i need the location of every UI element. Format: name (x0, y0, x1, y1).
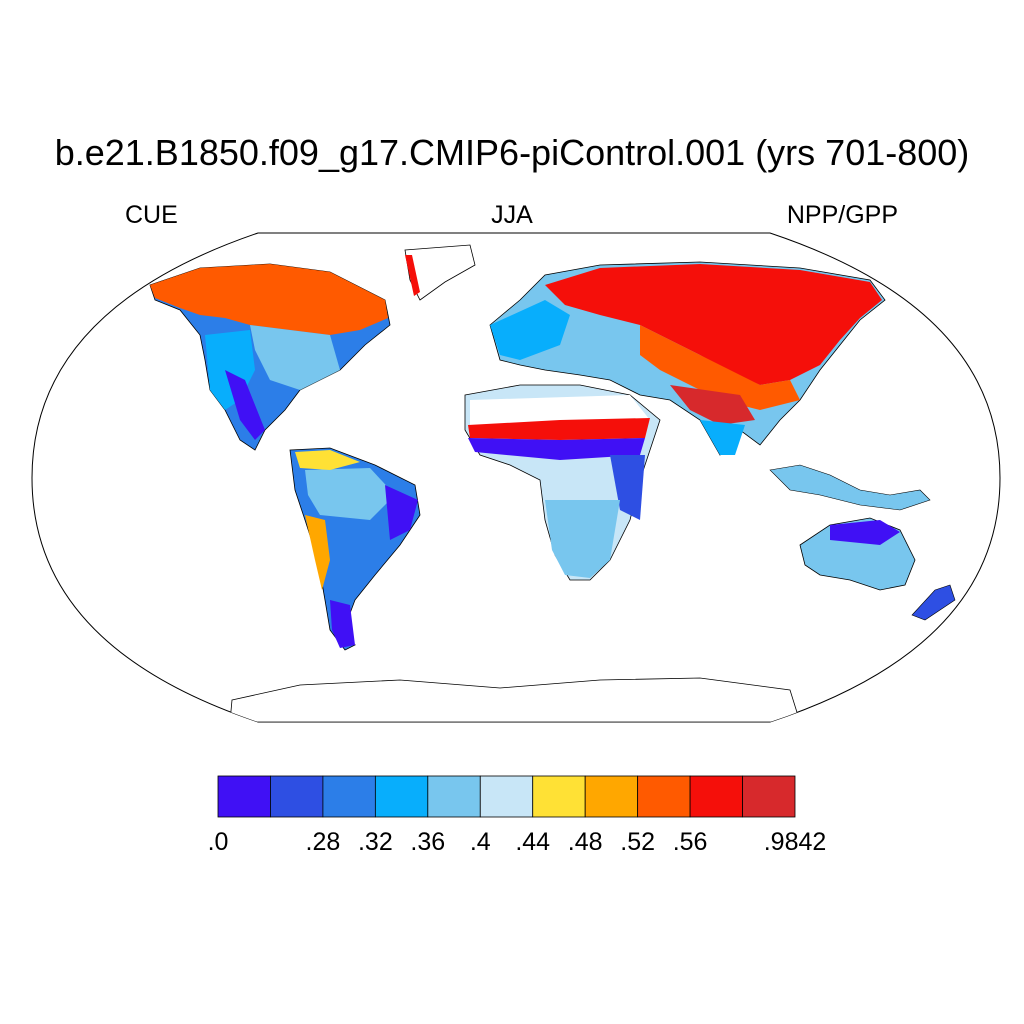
continent-greenland (404, 244, 476, 301)
variable-label: CUE (125, 201, 178, 229)
colorbar (217, 775, 796, 818)
region-sahara-fringe (468, 418, 650, 440)
colorbar-swatch (217, 775, 271, 818)
continent-antarctica (229, 677, 801, 722)
region-east-africa (610, 455, 645, 520)
region-new-zealand (911, 584, 956, 621)
colorbar-swatch (270, 775, 324, 818)
colorbar-tick-label: .4 (469, 828, 491, 856)
colorbar-swatch (532, 775, 586, 818)
region-southern-africa (545, 500, 620, 578)
region-siberia-south (640, 325, 800, 410)
region-north-america-east (250, 325, 340, 390)
units-label: NPP/GPP (786, 201, 898, 229)
colorbar-swatch (427, 775, 481, 818)
colorbar-tick-label: .28 (305, 828, 341, 856)
region-sahel (468, 438, 645, 460)
colorbar-tick-label: .56 (672, 828, 708, 856)
region-brazil-east (385, 485, 418, 540)
colorbar-tick-label: .32 (357, 828, 393, 856)
land-fill (149, 244, 956, 722)
region-mexico (225, 370, 265, 440)
colorbar-tick-label: .52 (620, 828, 656, 856)
region-se-asia-islands (769, 464, 931, 511)
colorbar-swatch (689, 775, 743, 818)
colorbar-swatch (584, 775, 639, 818)
colorbar-tick-label: .9842 (763, 828, 827, 856)
colorbar-swatch (479, 775, 534, 818)
region-venezuela (295, 450, 360, 470)
region-australia-north (830, 520, 900, 545)
region-patagonia (330, 600, 355, 648)
colorbar-tick-label: .0 (207, 828, 229, 856)
region-siberia (545, 264, 882, 385)
colorbar-tick-label: .48 (567, 828, 603, 856)
region-europe (490, 300, 570, 360)
colorbar-swatch (374, 775, 429, 818)
plot-title: b.e21.B1850.f09_g17.CMIP6-piControl.001 … (54, 132, 970, 173)
colorbar-swatch (322, 775, 376, 818)
colorbar-tick-label: .36 (410, 828, 446, 856)
season-label: JJA (491, 201, 533, 229)
region-india (700, 420, 745, 455)
region-north-america-boreal (150, 264, 388, 335)
region-tibet (670, 385, 755, 425)
colorbar-swatch (742, 775, 796, 818)
region-amazon (305, 468, 395, 520)
colorbar-tick-label: .44 (515, 828, 551, 856)
region-greenland-coast (405, 255, 420, 296)
colorbar-swatch (637, 775, 691, 818)
region-andes (305, 515, 330, 590)
